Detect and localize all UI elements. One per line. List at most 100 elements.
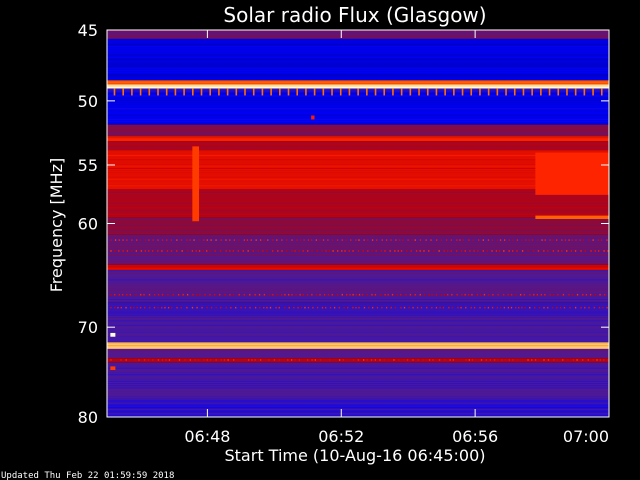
interference-dot	[278, 306, 280, 309]
interference-dot	[488, 293, 490, 296]
band-streak	[107, 409, 609, 411]
band-streak	[107, 402, 609, 404]
interference-dot	[430, 239, 432, 241]
band-streak	[107, 327, 609, 329]
interference-spike	[487, 88, 490, 96]
interference-dot	[492, 293, 494, 296]
band-streak	[107, 380, 609, 382]
interference-dot	[287, 359, 289, 361]
interference-dot	[415, 250, 418, 252]
band-streak	[107, 265, 609, 267]
interference-dot	[479, 293, 482, 296]
interference-dot	[144, 239, 147, 241]
interference-dot	[553, 359, 555, 361]
interference-dot	[510, 293, 513, 296]
band-streak	[107, 309, 609, 311]
band-streak	[107, 54, 609, 56]
interference-dot	[276, 293, 278, 296]
interference-dot	[397, 250, 399, 252]
band-streak	[107, 224, 609, 226]
interference-dot	[346, 293, 348, 296]
interference-dot	[491, 239, 494, 241]
band-streak	[107, 125, 609, 127]
interference-dot	[358, 293, 361, 296]
band-streak	[107, 187, 609, 189]
interference-dot	[580, 250, 582, 252]
interference-dot	[507, 306, 510, 309]
interference-spike	[600, 88, 603, 96]
interference-dot	[447, 250, 449, 252]
interference-dot	[416, 306, 419, 309]
interference-dot	[143, 293, 145, 296]
interference-dot	[499, 239, 502, 241]
interference-spike	[383, 88, 386, 96]
interference-dot	[576, 293, 579, 296]
interference-dot	[303, 239, 305, 241]
interference-dot	[355, 293, 357, 296]
interference-spike	[409, 88, 412, 96]
interference-dot	[325, 306, 327, 309]
interference-dot	[348, 250, 350, 252]
band-streak	[107, 61, 609, 63]
interference-dot	[148, 239, 150, 241]
interference-dot	[576, 359, 578, 361]
interference-dot	[311, 250, 313, 252]
interference-dot	[161, 250, 163, 252]
interference-dot	[189, 359, 192, 361]
interference-dot	[521, 239, 523, 241]
interference-dot	[357, 359, 360, 361]
interference-dot	[214, 250, 216, 252]
interference-dot	[487, 239, 490, 241]
interference-dot	[140, 293, 142, 296]
interference-dot	[461, 293, 463, 296]
interference-dot	[114, 239, 117, 241]
interference-dot	[368, 306, 370, 309]
interference-dot	[341, 250, 343, 252]
interference-dot	[372, 306, 374, 309]
interference-dot	[425, 239, 427, 241]
interference-dot	[176, 250, 178, 252]
band-streak	[107, 239, 609, 241]
interference-spike	[400, 88, 403, 96]
interference-dot	[426, 306, 428, 309]
interference-dot	[468, 359, 470, 361]
interference-dot	[224, 293, 226, 296]
interference-dot	[149, 306, 151, 309]
band-streak	[107, 157, 609, 159]
interference-spike	[139, 88, 142, 96]
band-streak	[107, 241, 609, 243]
interference-spike	[261, 88, 264, 96]
x-tick-label: 07:00	[563, 427, 609, 446]
interference-dot	[561, 239, 563, 241]
interference-dot	[396, 293, 399, 296]
interference-dot	[252, 250, 254, 252]
interference-dot	[347, 359, 349, 361]
band-streak	[107, 118, 609, 120]
band-streak	[107, 248, 609, 250]
band-streak	[107, 59, 609, 61]
frequency-band	[107, 399, 609, 417]
interference-dot	[561, 250, 563, 252]
interference-dot	[593, 306, 596, 309]
interference-dot	[136, 306, 138, 309]
interference-dot	[363, 359, 365, 361]
interference-dot	[209, 293, 211, 296]
interference-dot	[439, 306, 441, 309]
interference-spike	[583, 88, 586, 96]
interference-dot	[344, 250, 346, 252]
band-streak	[107, 361, 609, 363]
interference-dot	[547, 250, 549, 252]
band-streak	[107, 207, 609, 209]
interference-dot	[251, 359, 253, 361]
interference-dot	[125, 359, 127, 361]
interference-dot	[547, 359, 550, 361]
interference-dot	[432, 359, 434, 361]
interference-dot	[552, 239, 554, 241]
interference-dot	[238, 239, 240, 241]
band-streak	[107, 354, 609, 356]
interference-dot	[178, 359, 181, 361]
interference-dot	[384, 250, 386, 252]
burst-feature	[110, 332, 116, 337]
interference-dot	[194, 359, 196, 361]
interference-dot	[384, 293, 386, 296]
